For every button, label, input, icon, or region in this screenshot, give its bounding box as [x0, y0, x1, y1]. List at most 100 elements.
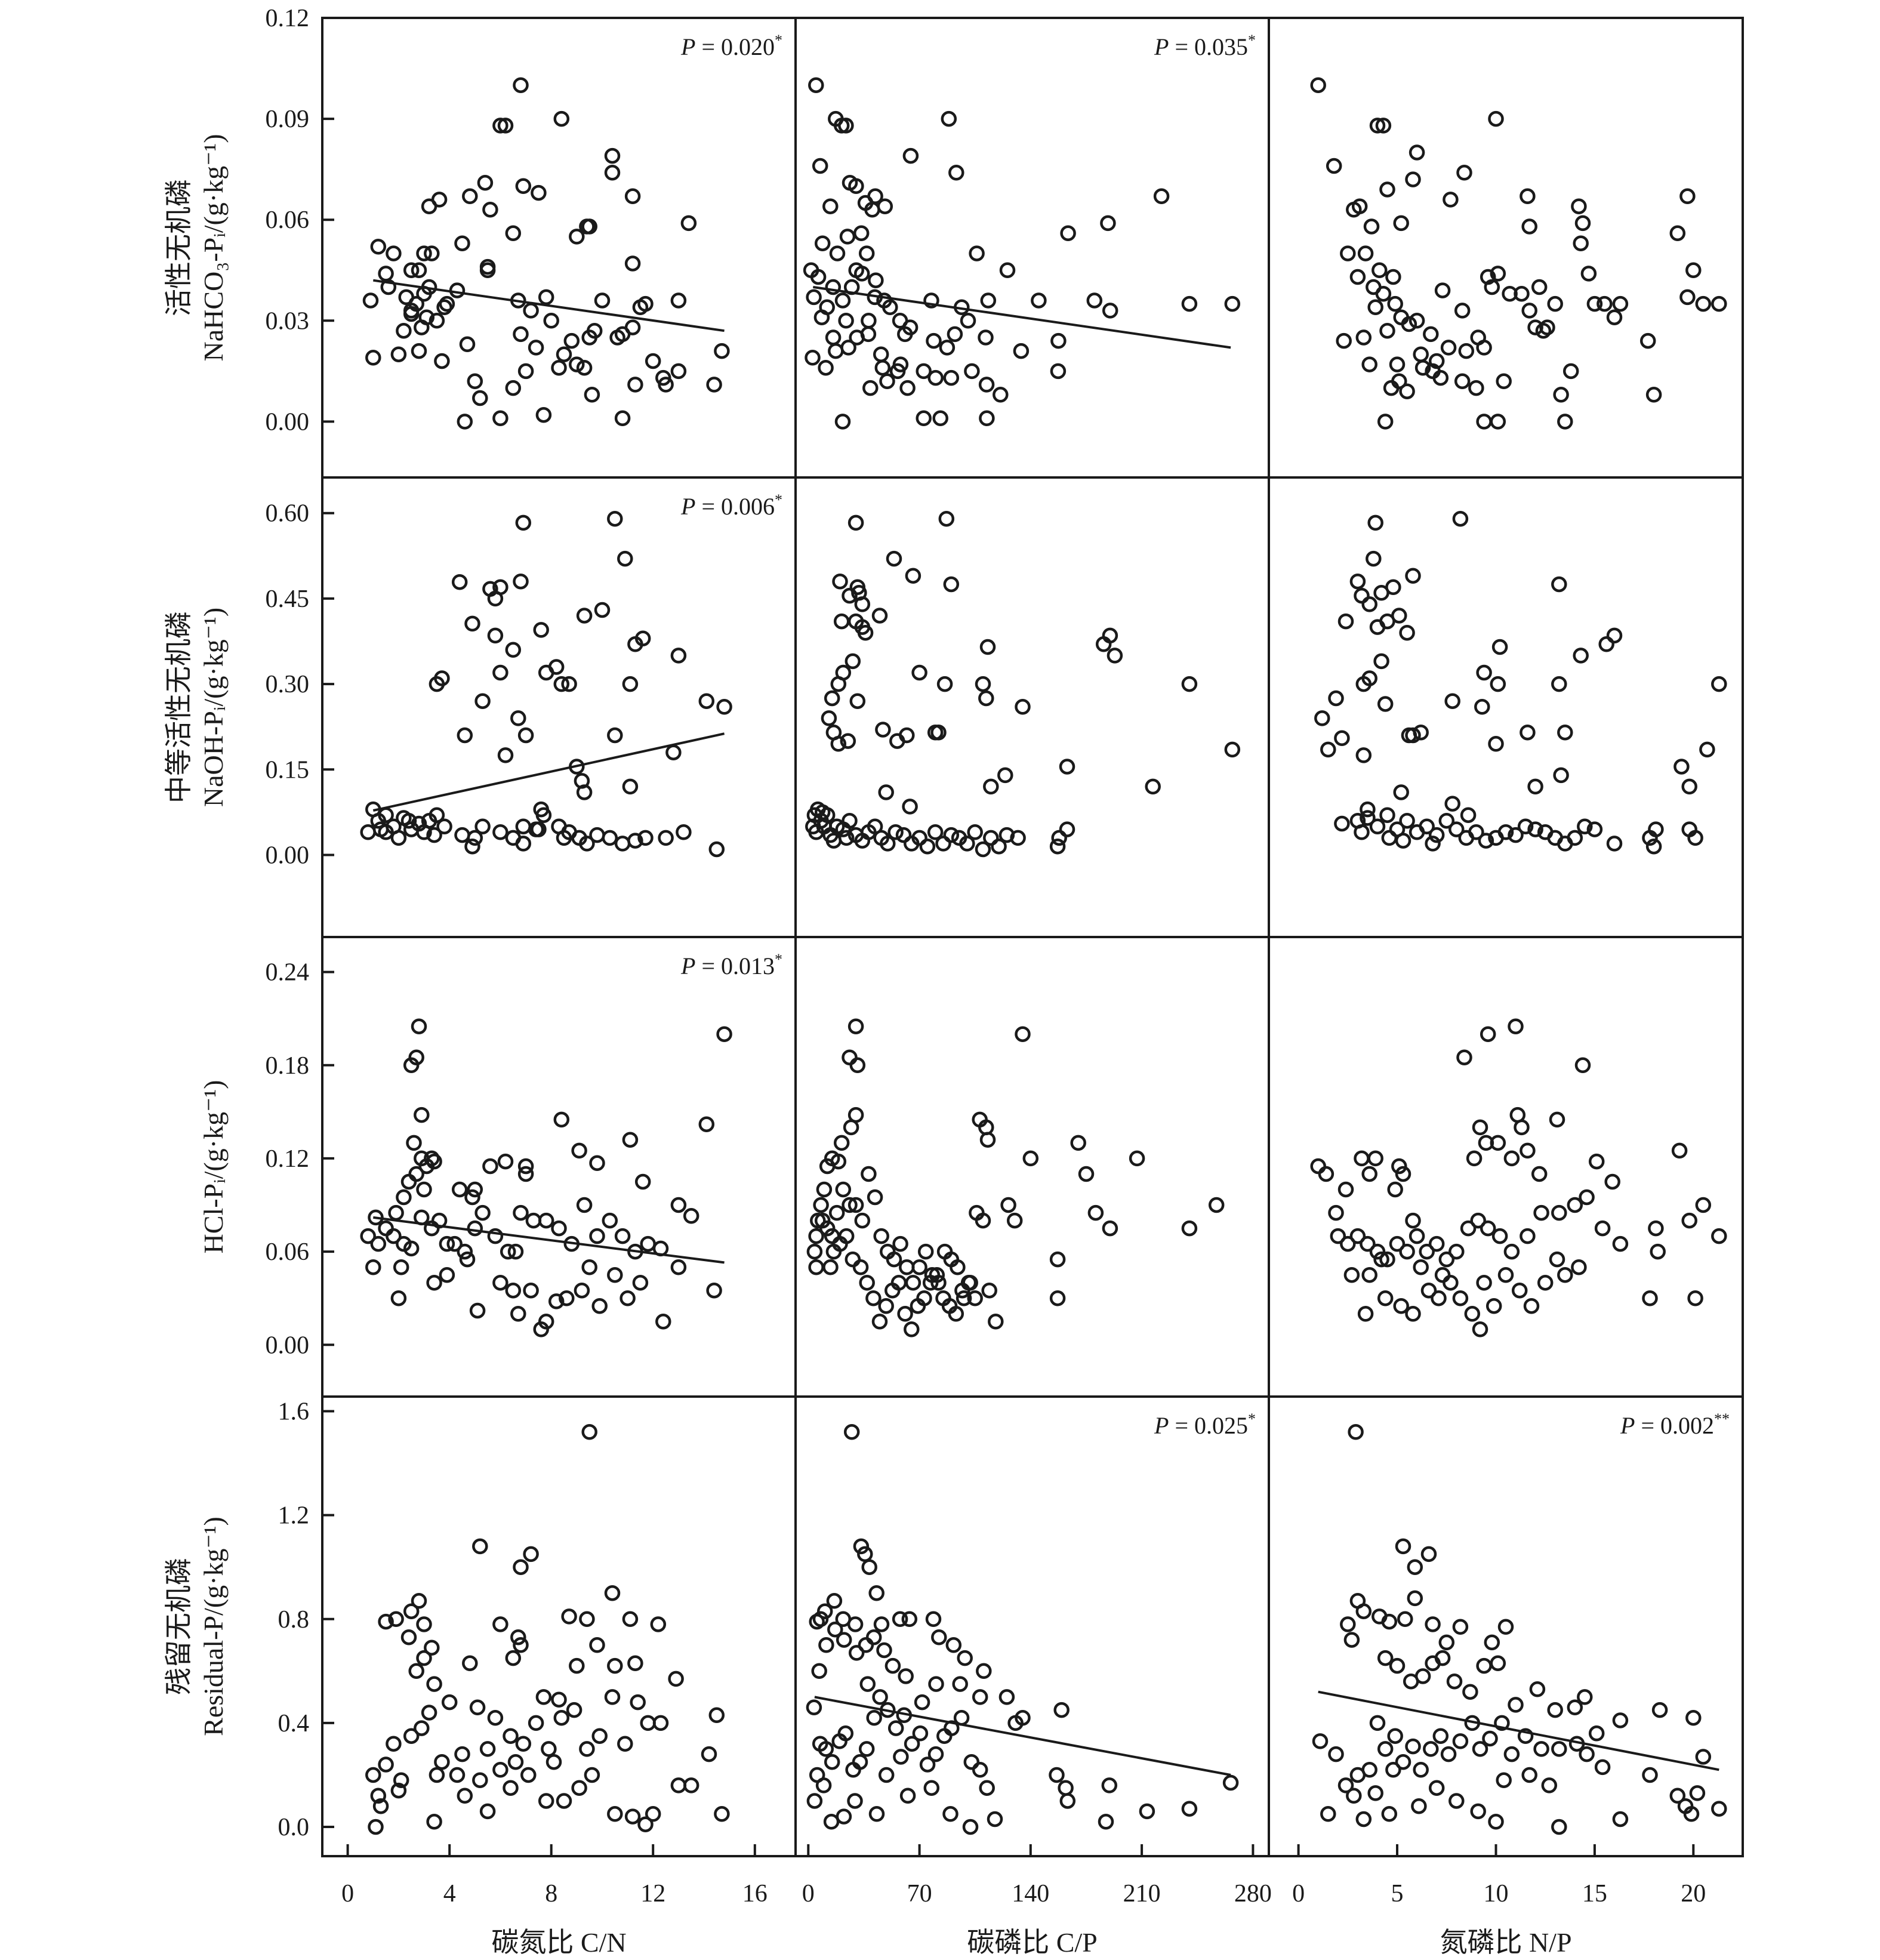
data-point [1399, 624, 1415, 641]
data-point [607, 510, 623, 527]
x-axis-label: 碳氮比 C/N [491, 1927, 626, 1957]
data-point [396, 322, 412, 339]
data-point [1466, 1150, 1483, 1167]
data-point [960, 313, 976, 329]
data-point [981, 1282, 997, 1299]
data-point [980, 292, 997, 309]
data-point [1488, 736, 1504, 752]
data-point [948, 165, 964, 181]
y-tick-label: 0.15 [266, 756, 310, 784]
data-point [862, 380, 879, 396]
data-point [492, 410, 508, 427]
data-point [446, 1235, 463, 1252]
data-point [388, 1204, 404, 1221]
data-point [1567, 1197, 1583, 1213]
data-point [434, 1753, 450, 1770]
data-point [1381, 830, 1398, 846]
data-point [517, 1158, 534, 1175]
panel-frame-r1-c0 [321, 476, 797, 938]
data-point [1361, 1266, 1377, 1283]
data-point [1059, 1793, 1076, 1809]
data-point [902, 799, 918, 815]
data-point [594, 292, 611, 309]
data-point [1375, 118, 1392, 134]
data-point [1050, 332, 1067, 349]
data-point [991, 838, 1007, 855]
data-point [426, 827, 442, 843]
panel-content: P = 0.020* P = 0.035* P = 0.006* P = 0.013*… [360, 32, 1730, 1835]
data-point [838, 1228, 855, 1244]
data-point [620, 1290, 636, 1306]
data-point [1485, 1298, 1502, 1314]
data-point [571, 1142, 587, 1159]
data-point [650, 1616, 667, 1632]
data-point [541, 1741, 557, 1757]
data-point [927, 369, 944, 386]
data-point [607, 1266, 623, 1283]
data-point [822, 1259, 839, 1275]
data-point [576, 784, 593, 800]
data-point [1567, 830, 1583, 846]
p-value-annotation: P = 0.025* [1154, 1410, 1256, 1439]
data-point [1533, 1204, 1549, 1221]
data-point [1107, 648, 1123, 664]
data-point [1360, 810, 1376, 826]
data-point [1681, 1212, 1697, 1229]
data-point [1326, 158, 1342, 174]
data-point [1328, 1746, 1344, 1762]
data-point [716, 1026, 732, 1042]
data-point [545, 1753, 562, 1770]
data-point [566, 1702, 583, 1718]
data-point [604, 165, 621, 181]
panel-frame-r1-c1 [794, 476, 1270, 938]
data-point [1598, 636, 1614, 652]
data-point [1015, 699, 1031, 715]
data-point [1181, 295, 1198, 312]
data-point [670, 363, 687, 380]
data-point [1367, 514, 1383, 531]
data-point [492, 1762, 508, 1778]
data-point [1395, 833, 1411, 849]
data-point [551, 1220, 567, 1237]
data-point [926, 332, 942, 349]
data-point [627, 833, 643, 849]
data-point [1533, 1741, 1549, 1757]
y-tick-label: 0.12 [266, 1145, 310, 1173]
data-point [1520, 724, 1536, 741]
data-point [701, 1746, 717, 1762]
data-point [876, 1642, 892, 1659]
data-point [421, 1705, 437, 1721]
data-point [878, 1298, 894, 1314]
data-point [551, 1691, 567, 1708]
x-tick-label: 0 [1292, 1880, 1305, 1907]
data-point [698, 693, 715, 709]
data-point [1642, 1290, 1658, 1306]
data-point [886, 550, 902, 567]
data-point [576, 608, 593, 624]
data-point [1050, 363, 1067, 380]
data-point [866, 1709, 882, 1726]
data-point [365, 1767, 381, 1783]
data-point [975, 1212, 991, 1229]
data-point [1586, 295, 1603, 312]
data-point [1537, 1274, 1554, 1291]
data-point [878, 784, 894, 800]
data-point [1320, 1806, 1336, 1822]
data-point [439, 1266, 455, 1283]
data-point [1355, 747, 1372, 763]
data-point [1419, 818, 1435, 835]
data-point [1387, 1181, 1403, 1198]
data-point [957, 1650, 973, 1666]
data-point [848, 262, 864, 279]
p-value-annotation: P = 0.020* [680, 32, 782, 60]
data-point [1369, 118, 1386, 134]
data-point [716, 699, 732, 715]
data-point [467, 1220, 483, 1237]
panel-frame-r2-c2 [1268, 936, 1744, 1398]
data-point [861, 313, 877, 329]
data-point [1604, 1173, 1620, 1190]
data-point [818, 359, 834, 376]
data-point [895, 827, 912, 843]
data-point [808, 77, 824, 93]
data-point [393, 1772, 409, 1788]
